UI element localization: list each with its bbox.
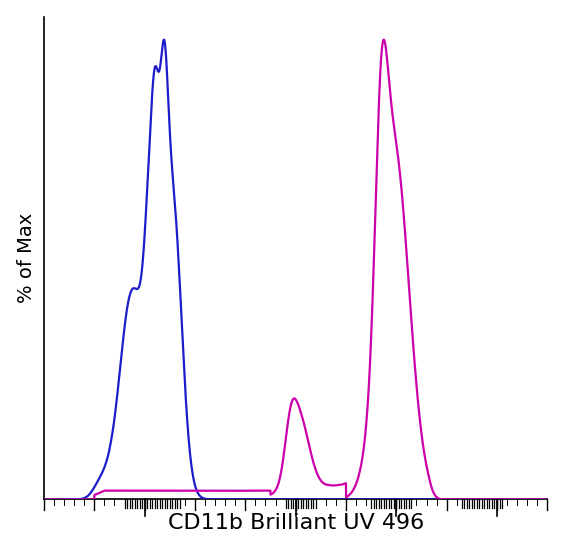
X-axis label: CD11b Brilliant UV 496: CD11b Brilliant UV 496 <box>168 513 424 533</box>
Y-axis label: % of Max: % of Max <box>17 213 36 303</box>
